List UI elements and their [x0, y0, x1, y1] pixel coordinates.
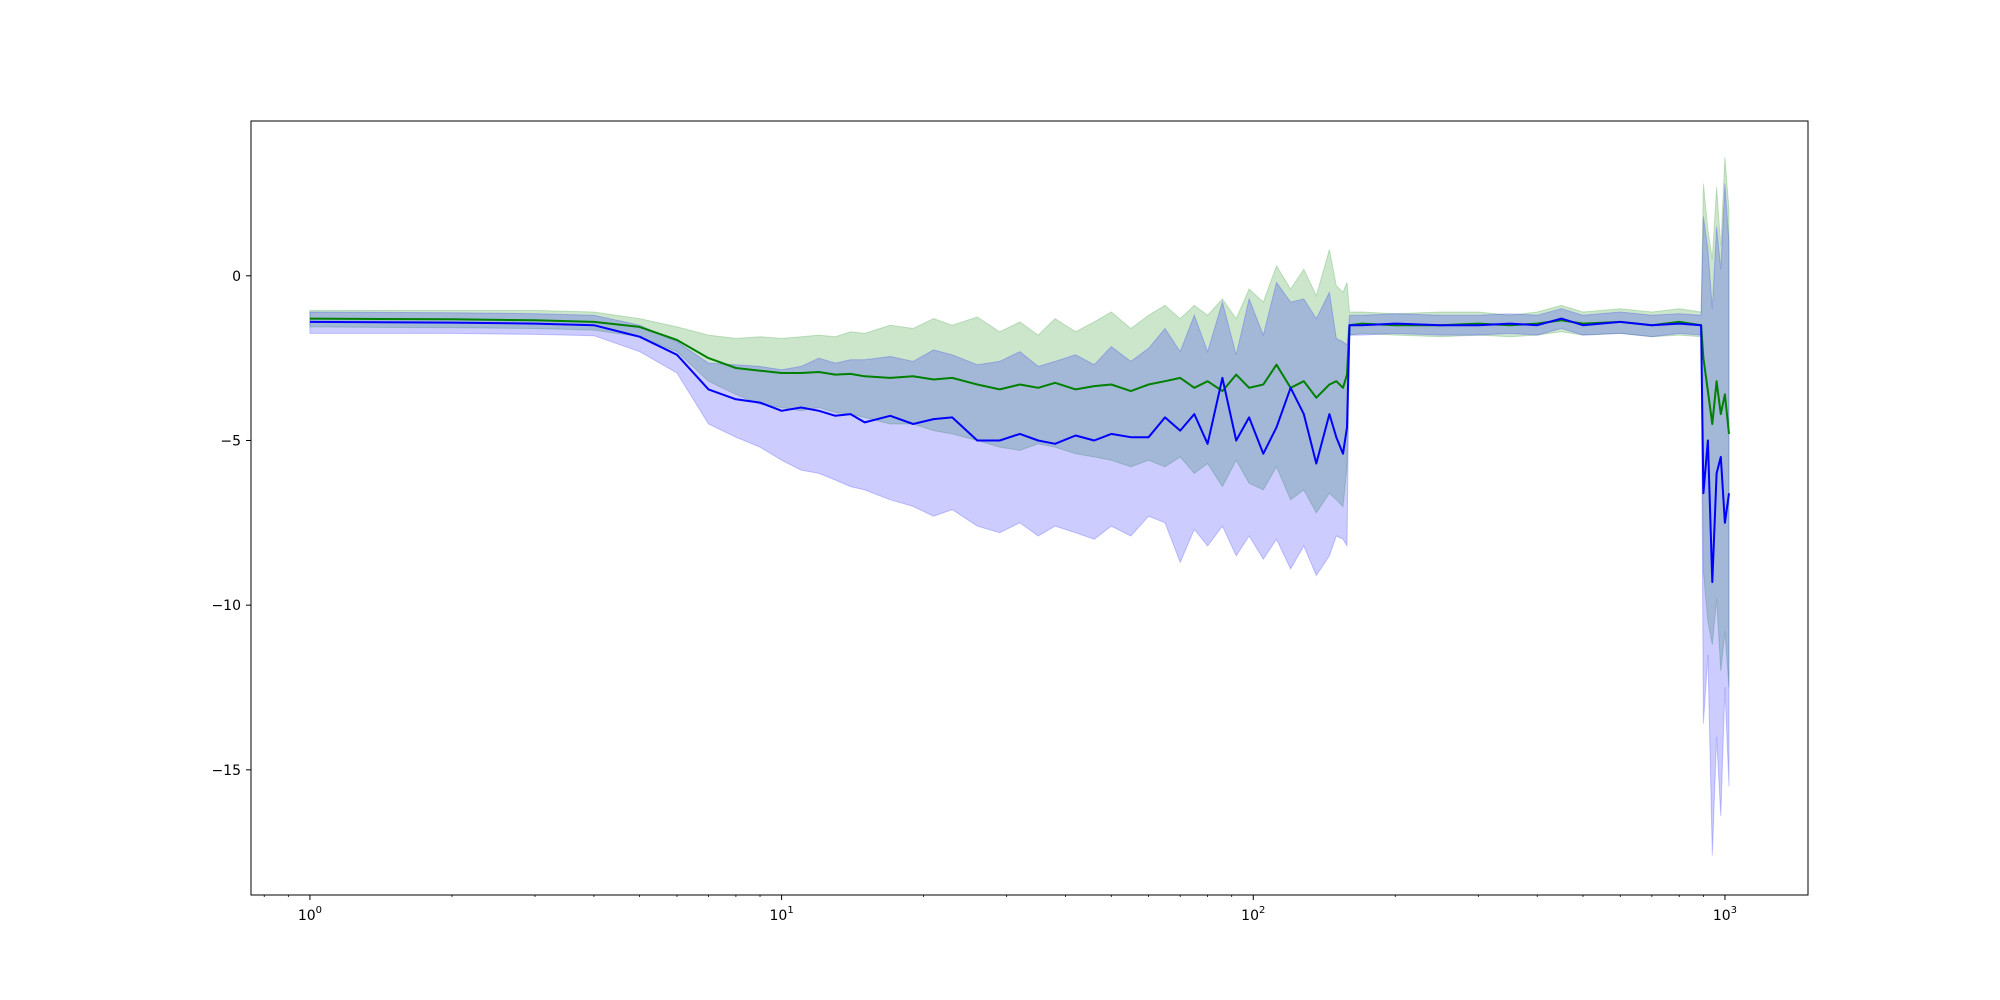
- series-lines: [309, 317, 1730, 584]
- green-series-line: [309, 317, 1730, 435]
- y-tick-label: −15: [211, 763, 241, 779]
- y-tick-label: 0: [232, 269, 241, 285]
- x-tick-label: 100: [298, 905, 322, 924]
- x-axis: 100 101 102 103: [263, 895, 1737, 924]
- y-tick-label: −5: [220, 433, 241, 449]
- confidence-bands: [309, 157, 1730, 856]
- green-band: [309, 157, 1730, 688]
- plot-area-frame: [250, 120, 1809, 896]
- blue-series-line: [309, 317, 1730, 584]
- x-tick-label: 101: [769, 905, 793, 924]
- y-tick-label: −10: [211, 598, 241, 614]
- blue-band: [309, 183, 1730, 856]
- y-axis: 0 −5 −10 −15: [211, 269, 251, 779]
- x-tick-label: 103: [1713, 905, 1737, 924]
- x-tick-label: 102: [1241, 905, 1265, 924]
